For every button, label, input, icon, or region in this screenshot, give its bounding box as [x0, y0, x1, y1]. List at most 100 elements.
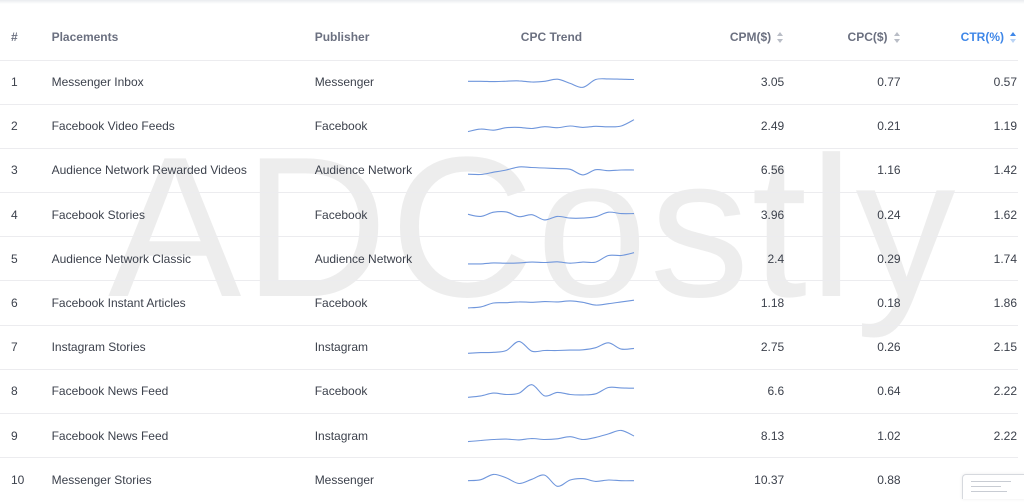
- cpc-trend-cell: [460, 414, 642, 458]
- row-index: 1: [11, 75, 18, 90]
- sort-icon[interactable]: [893, 32, 901, 44]
- cpc-trend-sparkline: [468, 341, 635, 355]
- publisher-name: Facebook: [314, 207, 368, 222]
- minimized-panel-thumbnail[interactable]: [962, 474, 1024, 499]
- row-index: 10: [11, 473, 25, 488]
- cpm-value: 1.18: [760, 296, 785, 311]
- cpc-trend-cell: [460, 104, 642, 148]
- publisher-name: Instagram: [314, 428, 369, 443]
- thumbnail-line: [971, 481, 1011, 482]
- sparkline-path: [468, 210, 635, 221]
- cpm-value: 2.75: [760, 340, 785, 355]
- publisher-name: Audience Network: [314, 251, 413, 266]
- cpc-trend-cell: [460, 237, 642, 281]
- sparkline-path: [468, 78, 635, 89]
- placement-name: Facebook Video Feeds: [51, 119, 175, 134]
- placement-name: Messenger Stories: [51, 473, 152, 488]
- row-index: 8: [11, 384, 18, 399]
- row-index: 4: [11, 207, 18, 222]
- cpc-trend-cell: [460, 369, 642, 413]
- ctr-value: 2.22: [993, 384, 1017, 399]
- cpm-value: 2.4: [767, 251, 785, 266]
- row-index: 9: [11, 428, 18, 443]
- table-row[interactable]: 5 Audience Network Classic Audience Networ…: [0, 236, 1018, 281]
- column-cpm-label: CPM($): [729, 29, 772, 44]
- cpc-value: 0.24: [877, 207, 901, 222]
- cpm-value: 10.37: [754, 473, 785, 488]
- ctr-value: 1.42: [993, 163, 1017, 178]
- header-row: # Placements Publisher CPC Trend CPM($) …: [0, 14, 1018, 60]
- cpc-trend-sparkline: [468, 473, 635, 487]
- column-ctr-label: CTR(%): [960, 29, 1004, 44]
- cpc-trend-cell: [460, 325, 642, 369]
- sparkline-path: [468, 429, 635, 442]
- ctr-value: 2.22: [993, 428, 1017, 443]
- sparkline-path: [468, 252, 635, 265]
- cpc-trend-sparkline: [468, 210, 635, 221]
- table-row[interactable]: 9 Facebook News Feed Instagram 8.13 1.02 2.22: [0, 413, 1018, 458]
- publisher-name: Facebook: [314, 119, 368, 134]
- cpc-value: 0.77: [877, 75, 901, 90]
- sort-icon[interactable]: [1010, 32, 1017, 44]
- cpc-value: 0.64: [877, 384, 901, 399]
- ctr-value: 1.19: [993, 119, 1017, 134]
- table-row[interactable]: 6 Facebook Instant Articles Facebook 1.18 0.…: [0, 280, 1018, 325]
- publisher-name: Instagram: [314, 340, 369, 355]
- sparkline-path: [468, 341, 635, 355]
- thumbnail-line: [971, 491, 1007, 492]
- publisher-name: Facebook: [314, 296, 368, 311]
- sparkline-path: [468, 384, 635, 399]
- placement-name: Messenger Inbox: [51, 75, 144, 90]
- placement-name: Instagram Stories: [51, 340, 146, 355]
- column-cpm-header[interactable]: CPM($): [643, 14, 785, 60]
- cpm-value: 3.96: [760, 207, 785, 222]
- row-index: 3: [11, 163, 18, 178]
- cpc-trend-cell: [460, 281, 642, 325]
- cpc-trend-sparkline: [468, 252, 635, 265]
- cpc-trend-sparkline: [468, 78, 635, 89]
- placement-name: Facebook Stories: [51, 207, 145, 222]
- sparkline-path: [468, 166, 635, 176]
- cpm-value: 6.56: [760, 163, 785, 178]
- column-ctr-header[interactable]: CTR(%): [901, 14, 1018, 60]
- column-cpc-label: CPC($): [847, 29, 888, 44]
- table-row[interactable]: 8 Facebook News Feed Facebook 6.6 0.64 2.22: [0, 369, 1018, 413]
- cpc-trend-cell: [460, 193, 642, 237]
- cpc-trend-sparkline: [468, 429, 635, 442]
- cpc-trend-sparkline: [468, 166, 635, 176]
- sort-icon[interactable]: [777, 32, 784, 44]
- sparkline-path: [468, 119, 635, 133]
- cpc-trend-sparkline: [468, 299, 635, 309]
- table-row[interactable]: 2 Facebook Video Feeds Facebook 2.49 0.21 1.1…: [0, 104, 1018, 148]
- placements-table: # Placements Publisher CPC Trend CPM($) …: [0, 14, 1018, 502]
- cpm-value: 2.49: [760, 119, 785, 134]
- sparkline-path: [468, 473, 635, 487]
- cpc-value: 1.16: [877, 163, 901, 178]
- placement-name: Facebook News Feed: [51, 428, 169, 443]
- publisher-name: Facebook: [314, 384, 368, 399]
- top-border: [0, 0, 1024, 4]
- cpc-value: 0.21: [877, 119, 901, 134]
- row-index: 2: [11, 119, 18, 134]
- table-row[interactable]: 10 Messenger Stories Messenger 10.37 0.88: [0, 457, 1018, 502]
- row-index: 7: [11, 340, 18, 355]
- cpc-value: 0.26: [877, 340, 901, 355]
- cpc-trend-cell: [460, 60, 642, 104]
- ctr-value: 0.57: [993, 75, 1017, 90]
- ctr-value: 2.15: [993, 340, 1017, 355]
- placement-name: Facebook News Feed: [51, 384, 169, 399]
- cpc-trend-sparkline: [468, 384, 635, 399]
- column-cpc-header[interactable]: CPC($): [784, 14, 900, 60]
- table-row[interactable]: 4 Facebook Stories Facebook 3.96 0.24 1.62: [0, 192, 1018, 237]
- table-row[interactable]: 3 Audience Network Rewarded Videos Audienc…: [0, 148, 1018, 192]
- table-row[interactable]: 7 Instagram Stories Instagram 2.75 0.26 2.15: [0, 325, 1018, 369]
- cpm-value: 8.13: [760, 428, 785, 443]
- cpc-trend-sparkline: [468, 119, 635, 133]
- table-row[interactable]: 1 Messenger Inbox Messenger 3.05 0.77 0.57: [0, 60, 1018, 104]
- thumbnail-line: [971, 486, 1001, 487]
- column-index-header: #: [11, 29, 18, 44]
- table-body: 1 Messenger Inbox Messenger 3.05 0.77 0.57 2 Fa…: [0, 60, 1018, 502]
- row-index: 5: [11, 251, 18, 266]
- cpm-value: 3.05: [760, 75, 785, 90]
- cpc-value: 1.02: [877, 428, 901, 443]
